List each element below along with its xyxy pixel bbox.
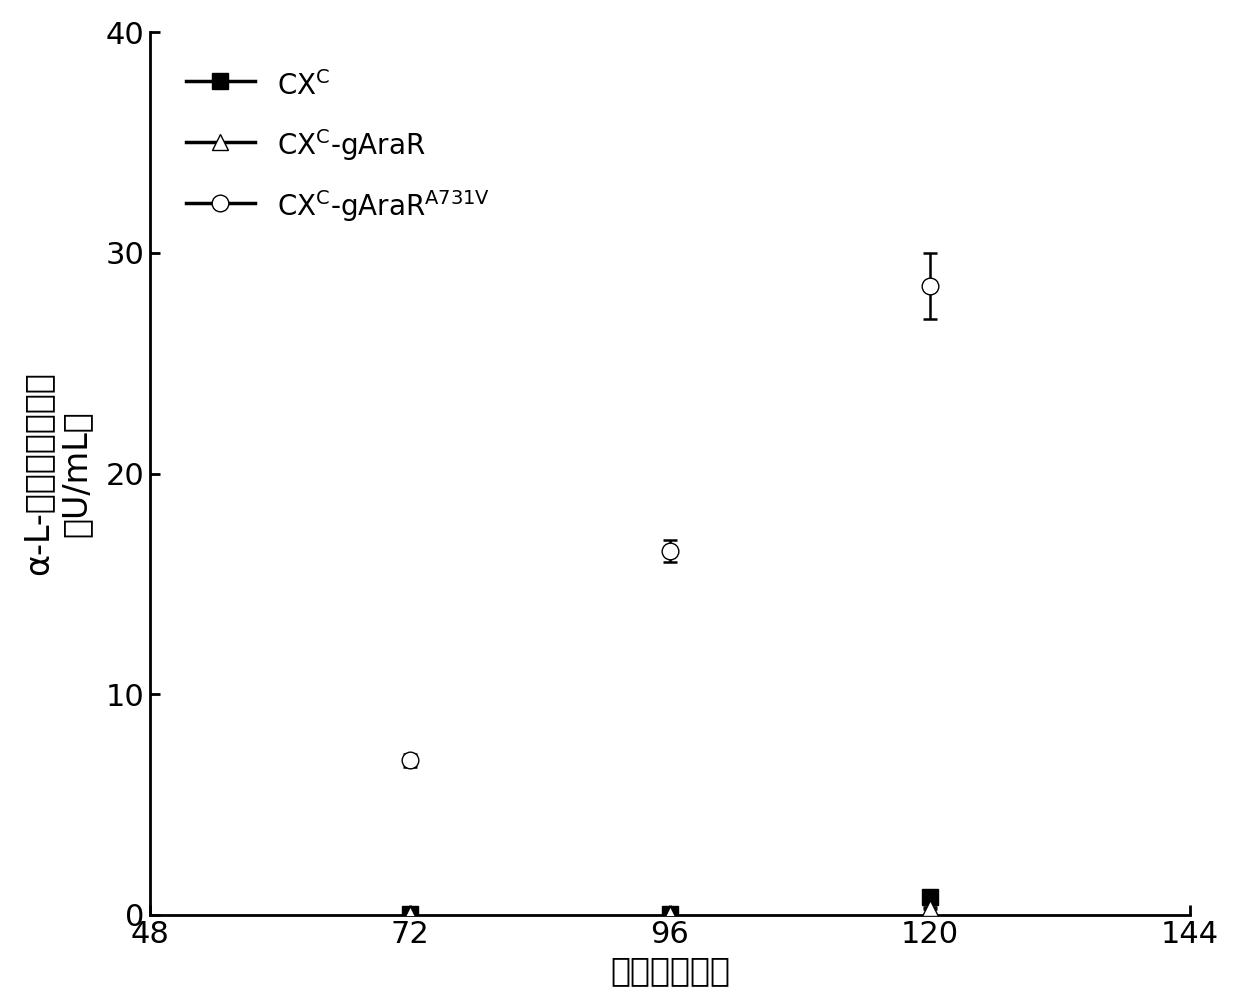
X-axis label: 时间（小时）: 时间（小时） [610, 955, 730, 987]
Legend: $\mathrm{CX^C}$, $\mathrm{CX^C}$-gAraR, $\mathrm{CX^C}$-gAraR$\mathrm{^{A731V}}$: $\mathrm{CX^C}$, $\mathrm{CX^C}$-gAraR, … [164, 46, 513, 246]
Y-axis label: α-L-阿拉伯糖苷活力
（U/mL）: α-L-阿拉伯糖苷活力 （U/mL） [21, 372, 92, 576]
